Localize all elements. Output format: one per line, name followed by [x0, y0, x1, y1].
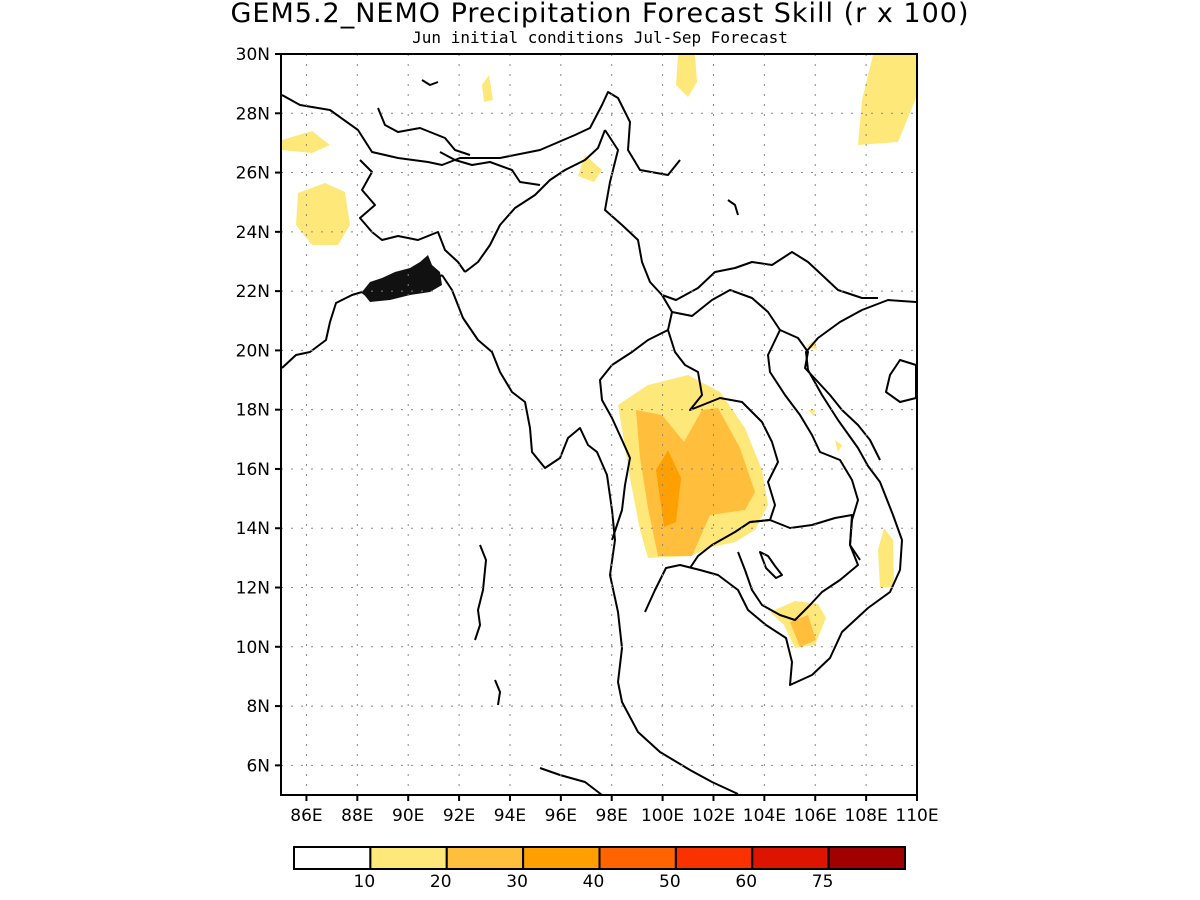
lon-tick-label: 106E: [794, 806, 837, 826]
lon-tick-label: 88E: [341, 806, 373, 826]
delta-block-west: [362, 255, 442, 302]
vietnam-east-coast: [805, 299, 917, 571]
shade-nepal: [282, 131, 330, 153]
lat-tick-label: 6N: [246, 756, 270, 776]
lat-tick-label: 8N: [246, 697, 270, 717]
colorbar-label: 10: [354, 872, 376, 892]
colorbar-swatch: [522, 846, 601, 870]
lon-tick-label: 108E: [845, 806, 888, 826]
lat-tick-label: 24N: [236, 223, 270, 243]
colorbar-label: 50: [659, 872, 681, 892]
lon-tick-label: 86E: [290, 806, 322, 826]
colorbar-swatch: [827, 846, 906, 870]
shade-bengal-north: [296, 183, 350, 245]
colorbar-label: 60: [735, 872, 757, 892]
shade-vietnam-coast: [835, 440, 842, 452]
map-gridlines: [281, 54, 917, 795]
chart-subtitle: Jun initial conditions Jul-Sep Forecast: [412, 28, 788, 47]
lat-tick-label: 12N: [236, 579, 270, 599]
colorbar-swatch: [751, 846, 830, 870]
colorbar-label: 30: [506, 872, 528, 892]
lon-tick-label: 94E: [494, 806, 526, 826]
shade-arunachal: [578, 155, 602, 182]
myanmar-thailand-border: [599, 294, 673, 541]
lon-tick-label: 98E: [596, 806, 628, 826]
shade-mekong-orange: [790, 615, 816, 647]
thailand-laos-border: [667, 329, 779, 569]
colorbar-label: 40: [583, 872, 605, 892]
lat-tick-label: 16N: [236, 460, 270, 480]
myanmar-china-border: [604, 129, 878, 301]
lon-tick-label: 102E: [692, 806, 735, 826]
axis-ticks: 30N 28N 26N 24N 22N 20N 18N 16N 14N 12N 10N 8N 6N 86…: [236, 45, 939, 826]
lon-tick-label: 92E: [443, 806, 475, 826]
colorbar-swatch: [674, 846, 754, 870]
lat-tick-label: 30N: [236, 45, 270, 65]
lon-tick-label: 110E: [895, 806, 938, 826]
lat-tick-label: 22N: [236, 282, 270, 302]
chart-title: GEM5.2_NEMO Precipitation Forecast Skill…: [230, 0, 970, 29]
colorbar-swatch: [445, 846, 525, 870]
laos-border: [671, 289, 861, 561]
skill-shading: [282, 55, 916, 648]
lon-tick-label: 100E: [641, 806, 684, 826]
lat-tick-label: 26N: [236, 164, 270, 184]
myanmar-north-border: [464, 129, 606, 273]
lon-tick-label: 104E: [743, 806, 786, 826]
map-frame: [280, 53, 918, 796]
vietnam-laos-inner: [779, 329, 881, 461]
bangladesh-border: [359, 159, 466, 273]
tonle-sap: [759, 551, 783, 579]
nicobar-islands: [494, 679, 501, 706]
andaman-islands: [474, 544, 487, 641]
india-coast: [281, 291, 363, 369]
colorbar-label: 75: [812, 872, 834, 892]
lat-tick-label: 10N: [236, 638, 270, 658]
sumatra-tip: [539, 767, 603, 796]
bangladesh-myanmar-coast: [441, 274, 739, 795]
shade-vietnam-central: [808, 410, 815, 416]
coastlines-borders: [281, 79, 917, 796]
sundarbans-delta: [362, 255, 442, 302]
lon-tick-label: 90E: [392, 806, 424, 826]
colorbar-swatch: [598, 846, 677, 870]
lat-tick-label: 20N: [236, 341, 270, 361]
colorbar: 10 20 30 40 50 60 75: [293, 846, 906, 892]
gulf-thailand-coast: [644, 564, 901, 686]
hainan: [885, 359, 917, 403]
bhutan-border: [439, 151, 541, 186]
tibet-lake: [421, 79, 439, 86]
lon-tick-label: 96E: [545, 806, 577, 826]
himalaya-border: [281, 91, 681, 176]
shade-tibet-south: [482, 75, 493, 102]
colorbar-swatch: [369, 846, 448, 870]
lat-tick-label: 18N: [236, 401, 270, 421]
lat-tick-label: 14N: [236, 519, 270, 539]
colorbar-label: 20: [430, 872, 452, 892]
colorbar-swatch: [293, 846, 372, 870]
lat-tick-label: 28N: [236, 104, 270, 124]
shade-south-china-sea: [878, 528, 894, 587]
china-yunnan-inner: [727, 199, 739, 216]
shade-sichuan-east: [858, 55, 916, 145]
shade-yunnan-north: [676, 55, 697, 97]
tibet-border: [377, 107, 471, 156]
cambodia-border: [737, 514, 859, 621]
